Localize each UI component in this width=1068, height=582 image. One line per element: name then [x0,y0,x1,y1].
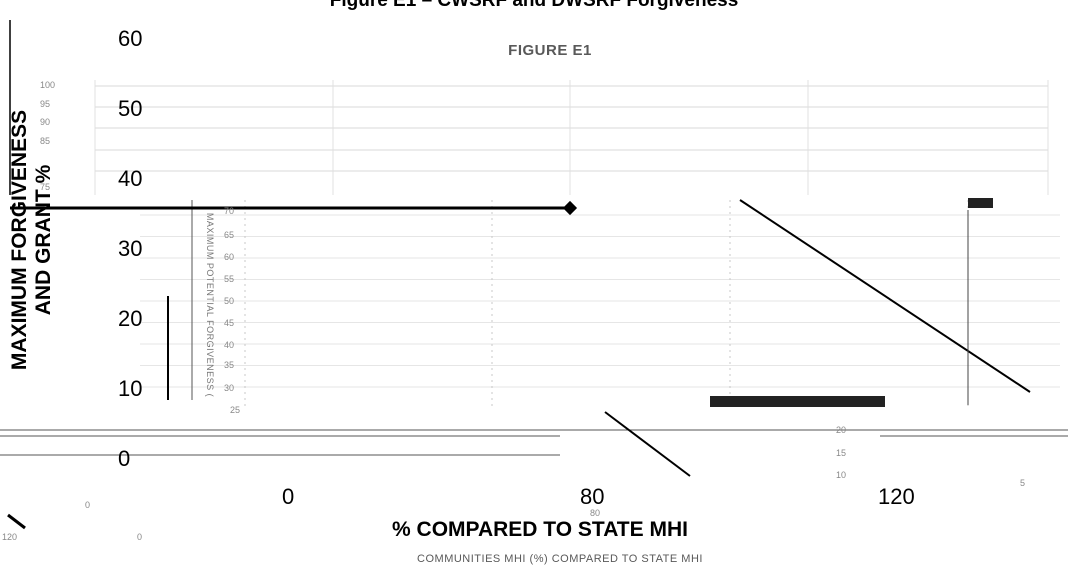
inner-y-tick-label: 95 [40,99,51,109]
x-axis-label: % COMPARED TO STATE MHI [392,518,688,541]
y-tick-label: 30 [118,236,143,261]
ghost-tick-label: 30 [224,383,235,393]
ghost-tick-label: 35 [224,360,235,370]
inner-figure-title: FIGURE E1 [508,42,592,59]
ghost-diagonal [739,199,1031,393]
y-tick-label: 20 [118,306,143,331]
x-tick-label: 0 [282,484,295,509]
y-axis-label: MAXIMUM FORGIVENESS AND GRANT % [8,109,55,371]
ghost-bar [710,396,885,407]
ghost-tick-label: 50 [224,296,235,306]
ghost-tick-label: 40 [224,340,235,350]
ghost-tick-label: 15 [836,448,847,458]
y-tick-label: 10 [118,376,143,401]
ghost-tick-label: 20 [836,425,847,435]
x-tick-label: 120 [878,484,915,509]
ghost-y-axis-label: MAXIMUM POTENTIAL FORGIVENESS ( [205,212,215,398]
ghost-diagonal [604,411,691,477]
ghost-tick-label: 0 [85,500,91,510]
ghost-tick-label: 25 [230,405,241,415]
ghost-tick-label: 80 [590,508,601,518]
inner-y-tick-label: 100 [40,80,56,90]
x-axis-sublabel: COMMUNITIES MHI (%) COMPARED TO STATE MH… [417,553,703,565]
series-layer [10,200,578,216]
ghost-tick-label: 0 [137,532,143,542]
inner-y-tick-label: 75 [40,182,51,192]
ghost-tick-label: 65 [224,230,235,240]
ghost-tick-label: 70 [224,206,235,216]
inner-y-tick-label: 90 [40,117,51,127]
ghost-tick-label: 55 [224,274,235,284]
ghost-bar [968,198,993,208]
series-marker [562,200,578,216]
ghost-diagonal [7,513,26,530]
ghost-tick-label: 60 [224,252,235,262]
ghost-tick-label: 45 [224,318,235,328]
y-tick-label: 50 [118,96,143,121]
y-tick-label: 0 [118,446,131,471]
inner-y-tick-label: 85 [40,136,51,146]
ghost-tick-label: 10 [836,470,847,480]
y-tick-label: 40 [118,166,143,191]
y-tick-label: 60 [118,26,143,51]
ghost-gridlines [0,80,1068,530]
ghost-tick-label: 5 [1020,478,1026,488]
x-tick-label: 80 [580,484,605,509]
ghost-tick-label: 120 [2,532,18,542]
chart-title: Figure E1 – CWSRF and DWSRF Forgiveness [329,0,739,11]
